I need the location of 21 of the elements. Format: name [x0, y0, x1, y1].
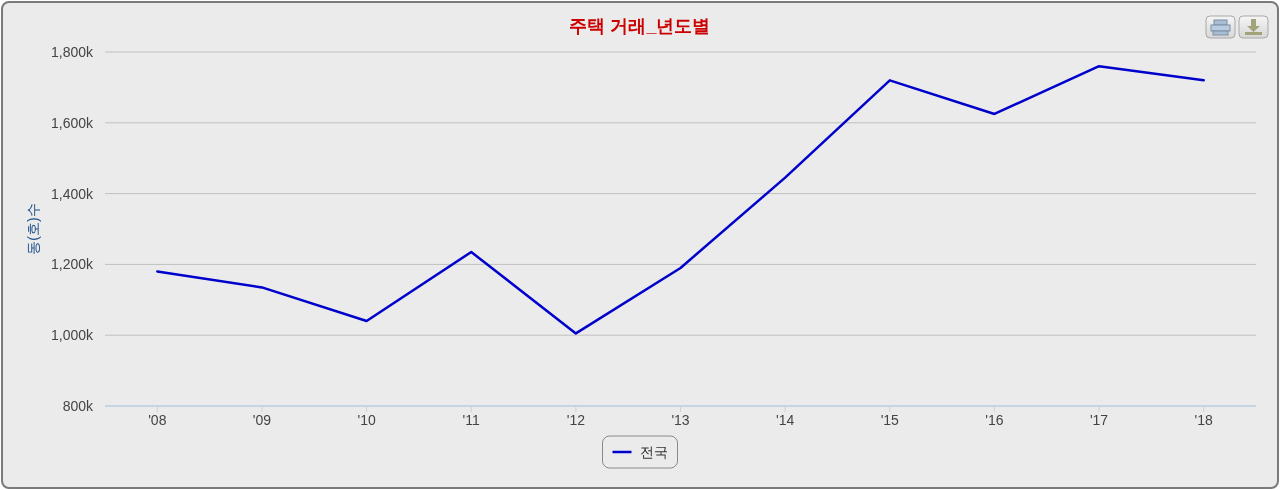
x-tick-label: '09 [252, 412, 272, 428]
x-tick-label: '18 [1194, 412, 1214, 428]
chart-title: 주택 거래_년도별 [569, 16, 711, 36]
y-tick-label: 1,800k [50, 44, 94, 60]
y-axis-title: 동(호)수 [25, 203, 41, 255]
x-tick-label: '14 [776, 412, 795, 428]
x-tick-label: '08 [148, 412, 167, 428]
x-tick-label: '16 [985, 412, 1004, 428]
y-tick-label: 1,000k [50, 327, 94, 344]
x-tick-label: '15 [880, 412, 900, 428]
x-tick-label: '11 [462, 412, 481, 428]
y-tick-label: 800k [62, 398, 94, 414]
y-tick-label: 1,600k [50, 114, 94, 131]
y-tick-label: 1,400k [50, 185, 94, 202]
x-tick-label: '13 [671, 412, 690, 428]
y-tick-label: 1,200k [50, 256, 94, 273]
legend: 전국 [602, 435, 678, 469]
x-tick-label: '10 [357, 412, 376, 428]
legend-label: 전국 [639, 444, 668, 460]
x-tick-label: '17 [1089, 412, 1109, 428]
x-tick-label: '12 [566, 412, 586, 428]
